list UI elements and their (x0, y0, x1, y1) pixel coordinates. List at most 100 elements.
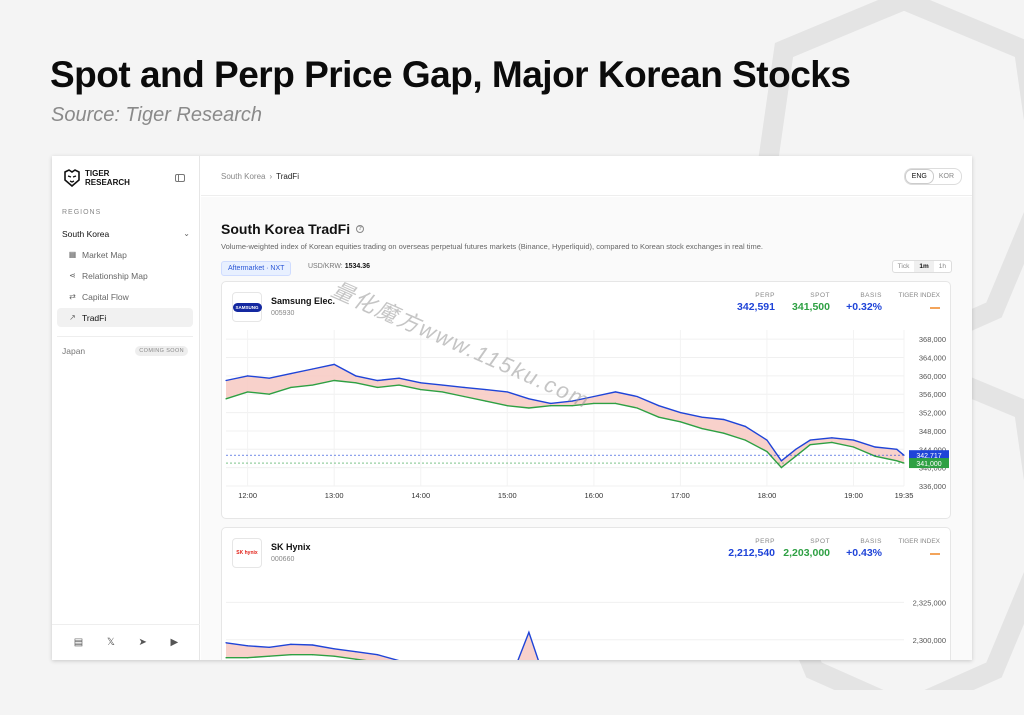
spot-point (355, 382, 357, 384)
perp-point (744, 425, 746, 427)
perp-point (614, 391, 617, 393)
tiger-index-metric: TIGER INDEX (898, 538, 940, 555)
perp-point (809, 439, 811, 441)
perp-point (896, 448, 898, 450)
stock-code: 000660 (271, 556, 295, 563)
perp-price-tag-label: 342,717 (916, 453, 941, 460)
x-tick-label: 19:00 (844, 491, 863, 500)
y-tick-label: 348,000 (919, 427, 946, 436)
app-screenshot: TIGER RESEARCH REGIONS South Korea ⌄ ▦ M… (52, 156, 972, 660)
x-tick-label: 16:00 (584, 491, 603, 500)
spot-point (311, 654, 314, 656)
interval-selector: Tick 1m 1h (891, 260, 952, 273)
perp-point (874, 446, 876, 448)
sidebar-toggle-icon[interactable] (175, 174, 185, 182)
perp-point (528, 631, 530, 633)
trend-icon: ↗ (69, 313, 76, 322)
sidebar-item-relationship-map[interactable]: ⋖ Relationship Map (57, 266, 193, 285)
samsung-logo: SAMSUNG (232, 292, 262, 322)
sidebar-item-tradfi[interactable]: ↗ TradFi (57, 308, 193, 327)
spot-point (225, 398, 227, 400)
spot-value: 341,500 (792, 301, 830, 313)
spot-point (506, 405, 508, 407)
spot-point (614, 402, 617, 405)
interval-1h-button[interactable]: 1h (938, 263, 946, 270)
lang-eng-button[interactable]: ENG (905, 170, 933, 183)
spot-point (701, 428, 703, 430)
region-japan: Japan COMING SOON (62, 346, 188, 356)
sidebar-item-market-map[interactable]: ▦ Market Map (57, 245, 193, 264)
spot-point (593, 402, 595, 405)
perp-point (247, 645, 249, 647)
perp-point (701, 416, 703, 418)
spot-point (658, 416, 660, 418)
y-tick-label: 336,000 (919, 482, 946, 491)
samsung-logo-text: SAMSUNG (232, 302, 262, 312)
perp-label: PERP (755, 292, 775, 299)
spot-point (420, 389, 422, 391)
regions-label: REGIONS (62, 209, 102, 216)
stock-name: SK Hynix (271, 542, 311, 552)
spot-point (355, 658, 357, 660)
spot-point (376, 386, 379, 388)
page-description: Volume-weighted index of Korean equities… (221, 242, 763, 251)
perp-point (225, 379, 227, 382)
region-south-korea[interactable]: South Korea ⌄ (62, 229, 190, 239)
tiger-index-label: TIGER INDEX (898, 292, 940, 299)
spot-point (463, 395, 465, 398)
spot-point (268, 655, 270, 657)
y-tick-label: 356,000 (919, 390, 946, 399)
tiger-index-metric: TIGER INDEX (898, 292, 940, 309)
spot-point (744, 439, 746, 441)
stock-card-sk-hynix: SK hynix SK Hynix 000660 PERP 2,212,540 … (221, 527, 951, 660)
spot-point (311, 384, 314, 386)
x-tick-label: 18:00 (758, 491, 777, 500)
basis-value: +0.32% (846, 301, 882, 313)
logo-line1: TIGER (85, 169, 110, 178)
interval-tick-button[interactable]: Tick (897, 263, 910, 270)
region-label: South Korea (62, 229, 110, 239)
spot-point (247, 657, 249, 659)
x-tick-label: 17:00 (671, 491, 690, 500)
spot-point (679, 421, 682, 423)
page-title: South Korea TradFi ? (221, 221, 365, 237)
tiger-logo-icon (64, 169, 80, 187)
y-tick-label: 344,000 (919, 445, 946, 454)
perp-point (679, 411, 682, 414)
y-tick-label: 340,000 (919, 464, 946, 473)
lang-kor-button[interactable]: KOR (938, 173, 954, 180)
youtube-icon[interactable]: ▶ (170, 637, 179, 648)
perp-label: PERP (755, 538, 775, 545)
perp-series-line (225, 363, 905, 462)
arrows-icon: ⇄ (69, 292, 76, 301)
spot-point (290, 654, 292, 656)
info-icon[interactable]: ? (356, 225, 365, 233)
sidebar-item-capital-flow[interactable]: ⇄ Capital Flow (57, 287, 193, 306)
newsletter-icon[interactable]: ▤ (73, 637, 84, 648)
samsung-chart[interactable]: 368,000 364,000 360,000 356,000 352,000 348,0… (222, 326, 951, 518)
tiger-index-dash (930, 553, 940, 555)
x-icon[interactable]: 𝕏 (106, 637, 115, 648)
session-pill: Aftermarket · NXT (221, 261, 292, 276)
stock-name: Samsung Elec. (271, 296, 336, 306)
breadcrumb-root[interactable]: South Korea (221, 172, 266, 181)
perp-point (311, 368, 314, 370)
perp-point (355, 375, 357, 377)
spot-point (795, 455, 797, 457)
basis-label: BASIS (860, 538, 882, 545)
perp-point (485, 389, 487, 391)
breadcrumb: South Korea › TradFi (221, 172, 299, 181)
interval-1m-button[interactable]: 1m (914, 261, 934, 272)
telegram-icon[interactable]: ➤ (138, 637, 147, 648)
x-tick-label: 15:00 (498, 491, 517, 500)
perp-point (311, 644, 314, 646)
perp-point (723, 418, 725, 421)
perp-value: 2,212,540 (728, 547, 775, 559)
coming-soon-badge: COMING SOON (135, 346, 188, 356)
logo-line2: RESEARCH (85, 178, 130, 187)
logo[interactable]: TIGER RESEARCH (63, 169, 130, 187)
spot-label: SPOT (810, 538, 830, 545)
spot-point (809, 444, 811, 446)
main-area: South Korea › TradFi ENG KOR South Korea… (201, 156, 972, 660)
